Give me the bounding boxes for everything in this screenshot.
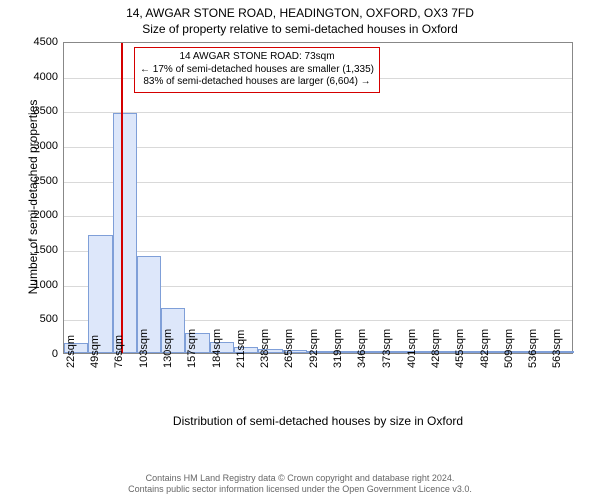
y-tick-label: 4500 bbox=[23, 36, 58, 48]
gridline-h bbox=[64, 251, 572, 252]
histogram-bar bbox=[113, 113, 137, 353]
y-tick-label: 500 bbox=[23, 313, 58, 325]
y-tick-label: 2500 bbox=[23, 175, 58, 187]
y-tick-label: 3500 bbox=[23, 105, 58, 117]
annotation-line: ← 17% of semi-detached houses are smalle… bbox=[140, 64, 374, 77]
annotation-box: 14 AWGAR STONE ROAD: 73sqm← 17% of semi-… bbox=[134, 47, 380, 93]
x-axis-label: Distribution of semi-detached houses by … bbox=[63, 414, 573, 428]
reference-line bbox=[121, 43, 123, 353]
annotation-line: 83% of semi-detached houses are larger (… bbox=[140, 76, 374, 89]
y-tick-label: 3000 bbox=[23, 140, 58, 152]
annotation-line: 14 AWGAR STONE ROAD: 73sqm bbox=[140, 51, 374, 64]
gridline-h bbox=[64, 216, 572, 217]
gridline-h bbox=[64, 182, 572, 183]
footer-line-1: Contains HM Land Registry data © Crown c… bbox=[0, 473, 600, 485]
y-tick-label: 4000 bbox=[23, 71, 58, 83]
y-tick-label: 2000 bbox=[23, 209, 58, 221]
footer-line-2: Contains public sector information licen… bbox=[0, 484, 600, 496]
subtitle-line: Size of property relative to semi-detach… bbox=[0, 22, 600, 42]
chart-container: 14, AWGAR STONE ROAD, HEADINGTON, OXFORD… bbox=[0, 0, 600, 500]
plot-area: 14 AWGAR STONE ROAD: 73sqm← 17% of semi-… bbox=[63, 42, 573, 354]
footer-attribution: Contains HM Land Registry data © Crown c… bbox=[0, 473, 600, 496]
title-line: 14, AWGAR STONE ROAD, HEADINGTON, OXFORD… bbox=[0, 0, 600, 22]
gridline-h bbox=[64, 112, 572, 113]
y-tick-label: 1000 bbox=[23, 279, 58, 291]
gridline-h bbox=[64, 147, 572, 148]
y-tick-label: 0 bbox=[23, 348, 58, 360]
y-tick-label: 1500 bbox=[23, 244, 58, 256]
